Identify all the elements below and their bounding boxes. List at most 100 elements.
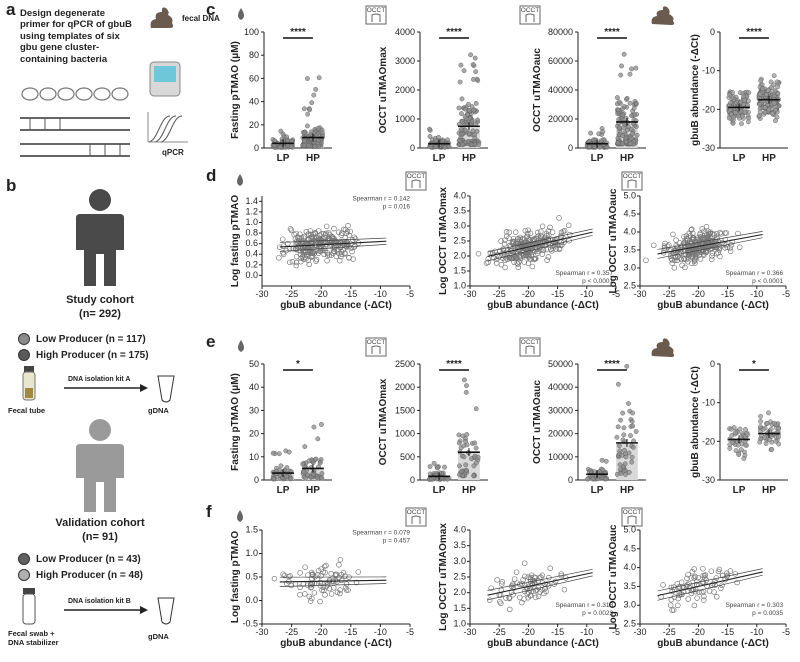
data-point [317, 598, 323, 605]
data-point [694, 595, 700, 601]
data-point [317, 460, 323, 466]
x-category-label: HP [462, 153, 476, 164]
occt-test-icon: OCCT [519, 5, 541, 25]
data-point [473, 101, 479, 106]
data-point [618, 471, 624, 476]
data-point [694, 578, 700, 585]
data-point [615, 135, 621, 141]
data-point [660, 582, 666, 588]
data-point [458, 62, 464, 68]
fecal-icon [150, 7, 174, 28]
panel-label-c: c [206, 0, 216, 19]
data-point [694, 251, 700, 257]
data-point [628, 141, 633, 147]
data-point [691, 575, 697, 581]
ci-lower-line [657, 237, 763, 259]
data-point [270, 450, 276, 456]
data-point [701, 597, 707, 603]
ci-upper-line [279, 237, 387, 243]
y-tick-label: 4.0 [623, 227, 636, 237]
data-point [459, 468, 465, 474]
y-tick-label: 0 [254, 475, 259, 485]
data-point [715, 568, 722, 575]
data-point [326, 577, 333, 583]
data-point [344, 239, 350, 246]
data-point [460, 433, 466, 439]
data-point [714, 230, 720, 237]
data-point [603, 476, 609, 482]
y-tick-label: 0.2 [245, 259, 258, 269]
x-tick-label: -10 [750, 289, 763, 299]
data-point [630, 444, 636, 450]
data-point [729, 239, 735, 245]
regression-line [279, 579, 387, 583]
occt-icon-frame [519, 337, 541, 357]
data-point [726, 115, 732, 121]
data-point [305, 76, 310, 81]
regression-line [487, 231, 593, 257]
data-point [619, 63, 624, 69]
data-point [465, 112, 470, 117]
data-point [311, 590, 318, 596]
data-point [682, 264, 688, 271]
data-point [285, 573, 292, 580]
data-point [301, 138, 307, 144]
y-tick-label: 60 [249, 73, 259, 83]
occt-icon-label: OCCT [407, 509, 425, 516]
spearman-r-label: Spearman r = 0.357 [555, 270, 613, 277]
data-point [312, 230, 318, 236]
y-tick-label: 500 [400, 452, 415, 462]
data-point [312, 231, 319, 237]
data-point [673, 237, 679, 243]
data-point [311, 424, 317, 430]
data-point [515, 240, 521, 247]
occt-icon-label: OCCT [407, 173, 425, 180]
data-point [324, 252, 331, 258]
data-point [630, 410, 635, 416]
data-point [427, 464, 433, 469]
data-point [342, 573, 348, 579]
data-point [464, 432, 470, 437]
occt-icon-glass [411, 179, 421, 188]
data-point [766, 410, 771, 416]
y-axis-label: Log OCCT uTMAOmax [438, 187, 449, 295]
data-point [435, 465, 440, 471]
y-tick-label: 0 [410, 475, 415, 485]
data-point [620, 410, 626, 416]
p-value-label: p < 0.0001 [752, 278, 783, 285]
data-point [527, 236, 533, 243]
data-point [731, 425, 737, 430]
data-point [502, 257, 508, 264]
data-point [271, 476, 277, 481]
occt-test-icon: OCCT [519, 337, 541, 357]
y-tick-label: 3.5 [453, 540, 466, 550]
data-point [689, 237, 696, 243]
fecal-icon [651, 6, 675, 25]
data-point [631, 105, 637, 111]
x-tick-label: -30 [255, 289, 268, 299]
data-point [718, 231, 724, 237]
validation-person-icon [76, 419, 124, 512]
spearman-r-label: Spearman r = 0.318 [555, 602, 613, 609]
data-point [685, 596, 691, 602]
y-tick-label: 2500 [395, 359, 415, 369]
data-point [304, 252, 310, 258]
y-tick-label: 20000 [548, 429, 573, 439]
data-point [283, 580, 290, 587]
data-point [626, 401, 631, 406]
occt-icon-label: OCCT [623, 509, 641, 516]
y-axis-label: gbuB abundance (-ΔCt) [690, 34, 701, 146]
occt-icon-frame [365, 337, 387, 357]
data-point [305, 231, 312, 237]
data-point [737, 426, 743, 432]
data-point [473, 445, 479, 451]
data-point [757, 91, 763, 97]
data-point [565, 222, 572, 229]
y-tick-label: 3.5 [623, 245, 636, 255]
occt-icon-glass [525, 13, 535, 22]
val-high-producer-dot [18, 569, 30, 581]
data-point [457, 137, 463, 143]
data-point [503, 229, 510, 235]
y-tick-label: 0 [710, 359, 715, 369]
y-tick-label: 50000 [548, 359, 573, 369]
